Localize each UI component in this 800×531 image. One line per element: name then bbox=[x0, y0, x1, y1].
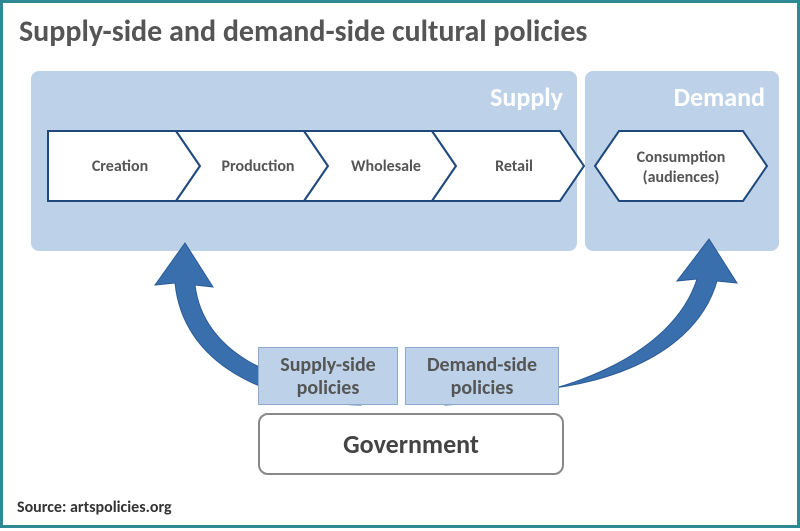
policy-left-line2: policies bbox=[297, 376, 360, 400]
policy-right-line2: policies bbox=[451, 376, 514, 400]
diagram-frame: Supply-side and demand-side cultural pol… bbox=[0, 0, 800, 528]
diagram-title: Supply-side and demand-side cultural pol… bbox=[19, 13, 587, 50]
supply-side-policies-box: Supply-side policies bbox=[258, 347, 398, 405]
demand-label: Demand bbox=[674, 81, 765, 113]
government-label: Government bbox=[343, 428, 479, 460]
government-box: Government bbox=[258, 413, 564, 475]
policy-left-line1: Supply-side bbox=[280, 353, 376, 377]
source-text: Source: artspolicies.org bbox=[17, 498, 172, 517]
supply-panel: Supply bbox=[31, 71, 577, 251]
supply-label: Supply bbox=[490, 81, 563, 113]
policy-right-line1: Demand-side bbox=[427, 353, 537, 377]
demand-side-policies-box: Demand-side policies bbox=[405, 347, 559, 405]
demand-panel: Demand bbox=[585, 71, 779, 251]
